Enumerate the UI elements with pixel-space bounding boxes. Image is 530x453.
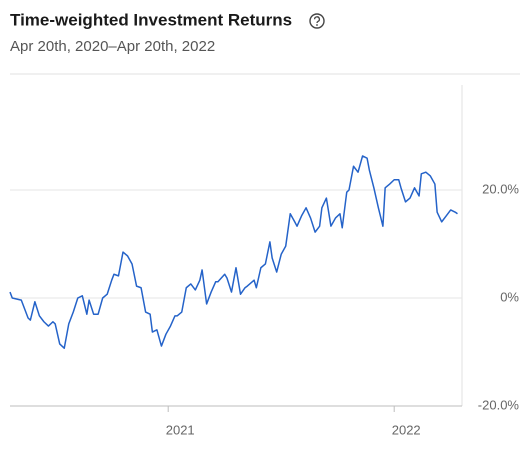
x-tick-label: 2021 [166,422,195,437]
chart-title: Time-weighted Investment Returns [10,10,292,29]
help-icon[interactable] [309,13,325,29]
y-tick-label: 0% [500,289,519,304]
help-dot[interactable] [316,24,318,26]
return-line [9,155,458,349]
x-tick-label: 2022 [392,422,421,437]
y-tick-label: -20.0% [478,397,520,412]
y-tick-label: 20.0% [482,181,519,196]
help-mark[interactable] [313,16,321,24]
chart-subtitle: Apr 20th, 2020–Apr 20th, 2022 [10,38,215,55]
help-circle[interactable] [309,13,325,29]
